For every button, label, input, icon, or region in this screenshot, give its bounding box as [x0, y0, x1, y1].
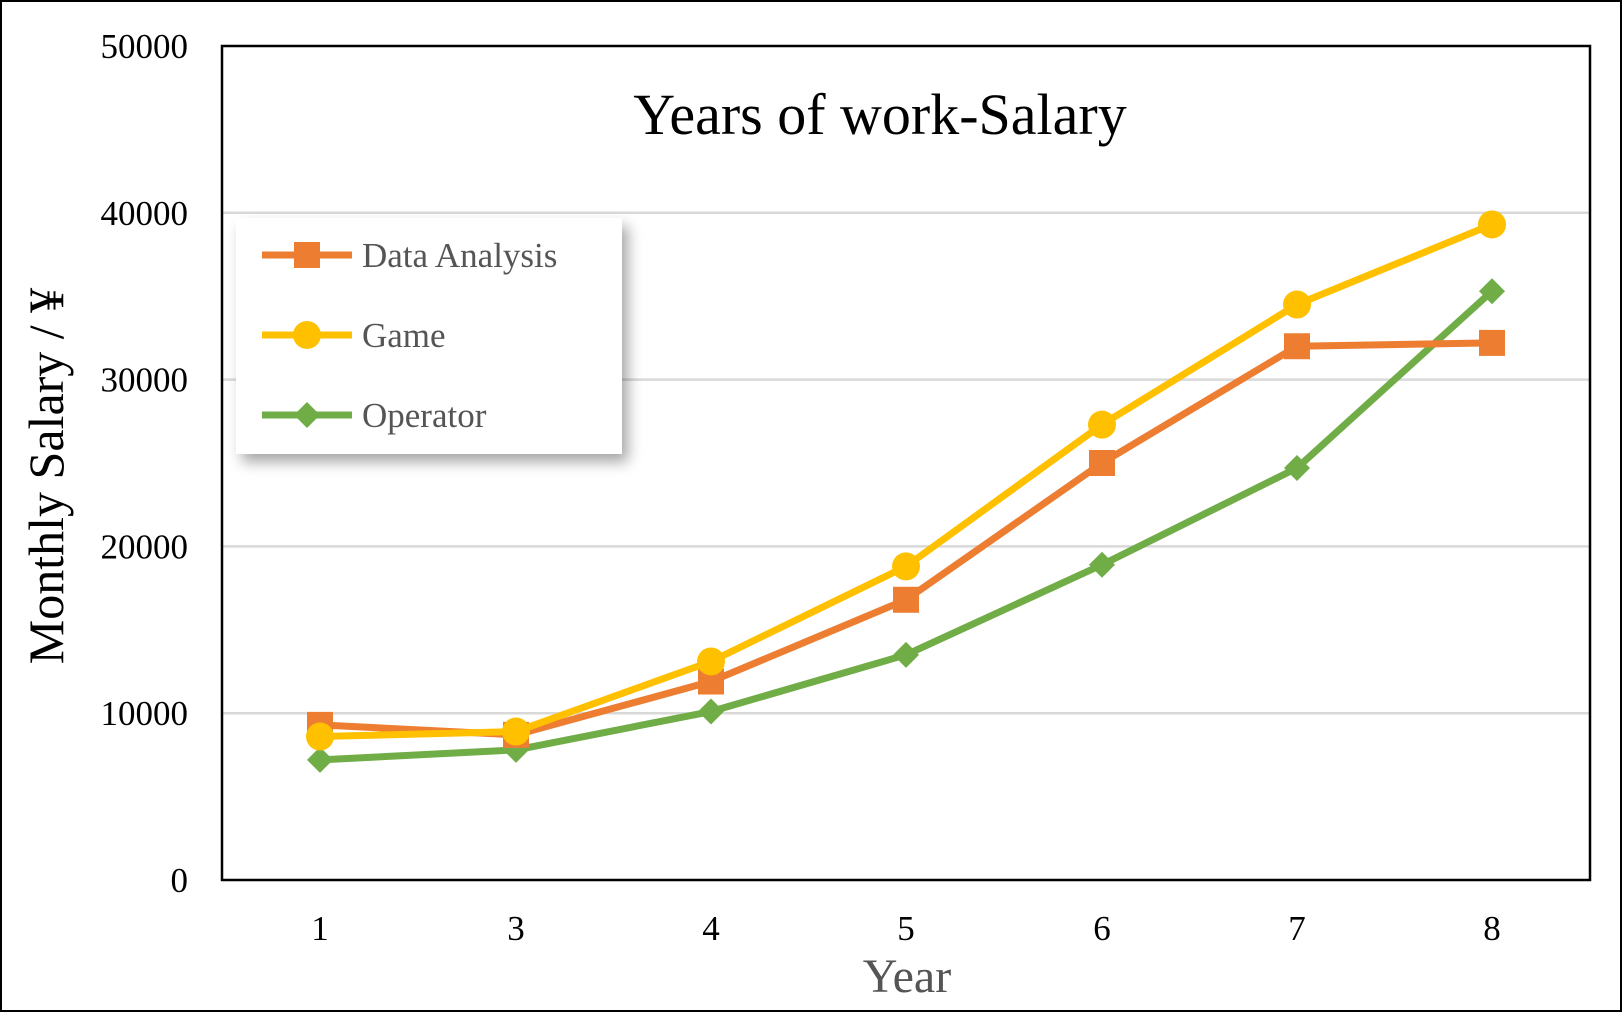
- legend-item-operator: Operator: [262, 396, 487, 435]
- y-axis-label: Monthly Salary / ¥: [18, 288, 74, 664]
- x-tick-label: 8: [1483, 909, 1501, 948]
- series-operator: [307, 278, 1505, 773]
- data-point: [893, 586, 919, 613]
- data-point: [893, 641, 919, 668]
- data-point: [1284, 455, 1310, 482]
- legend-marker: [293, 321, 321, 349]
- legend: Data Analysis Game Operator: [236, 218, 622, 454]
- y-tick-label: 0: [171, 861, 189, 900]
- legend-item-game: Game: [262, 316, 446, 355]
- data-point: [502, 717, 530, 746]
- data-point: [1478, 210, 1506, 239]
- legend-label: Game: [362, 316, 446, 355]
- y-tick-label: 20000: [101, 527, 189, 566]
- y-tick-label: 10000: [101, 694, 189, 733]
- x-tick-label: 6: [1093, 909, 1111, 948]
- series-layer: [306, 210, 1506, 773]
- data-point: [307, 746, 333, 773]
- data-point: [1284, 333, 1310, 360]
- data-point: [697, 647, 725, 676]
- data-point: [1479, 329, 1505, 356]
- x-axis-label: Year: [863, 950, 951, 1003]
- data-point: [1283, 290, 1311, 319]
- legend-label: Operator: [362, 396, 487, 435]
- plot-area-border: [220, 44, 1592, 882]
- y-tick-label: 40000: [101, 194, 189, 233]
- data-point: [1089, 450, 1115, 476]
- data-point: [892, 552, 920, 581]
- x-tick-label: 5: [897, 909, 915, 948]
- data-point: [1089, 551, 1115, 578]
- x-tick-label: 1: [311, 909, 329, 948]
- data-point: [1088, 410, 1116, 439]
- x-tick-label: 3: [507, 909, 525, 948]
- legend-marker: [294, 402, 320, 428]
- y-tick-label: 50000: [101, 27, 189, 66]
- legend-label: Data Analysis: [362, 236, 557, 275]
- series-game: [306, 210, 1506, 751]
- y-tick-label: 30000: [101, 361, 189, 400]
- x-tick-label: 4: [702, 909, 720, 948]
- legend-item-data-analysis: Data Analysis: [262, 236, 557, 275]
- chart-title: Years of work-Salary: [633, 82, 1126, 147]
- data-point: [1479, 278, 1505, 305]
- legend-marker: [294, 242, 320, 268]
- x-tick-label: 7: [1288, 909, 1306, 948]
- data-point: [698, 698, 724, 725]
- data-point: [306, 722, 334, 751]
- axis-layer: 0 10000 20000 30000 40000 50000 1 3 4 5 6 7 8: [101, 27, 1501, 948]
